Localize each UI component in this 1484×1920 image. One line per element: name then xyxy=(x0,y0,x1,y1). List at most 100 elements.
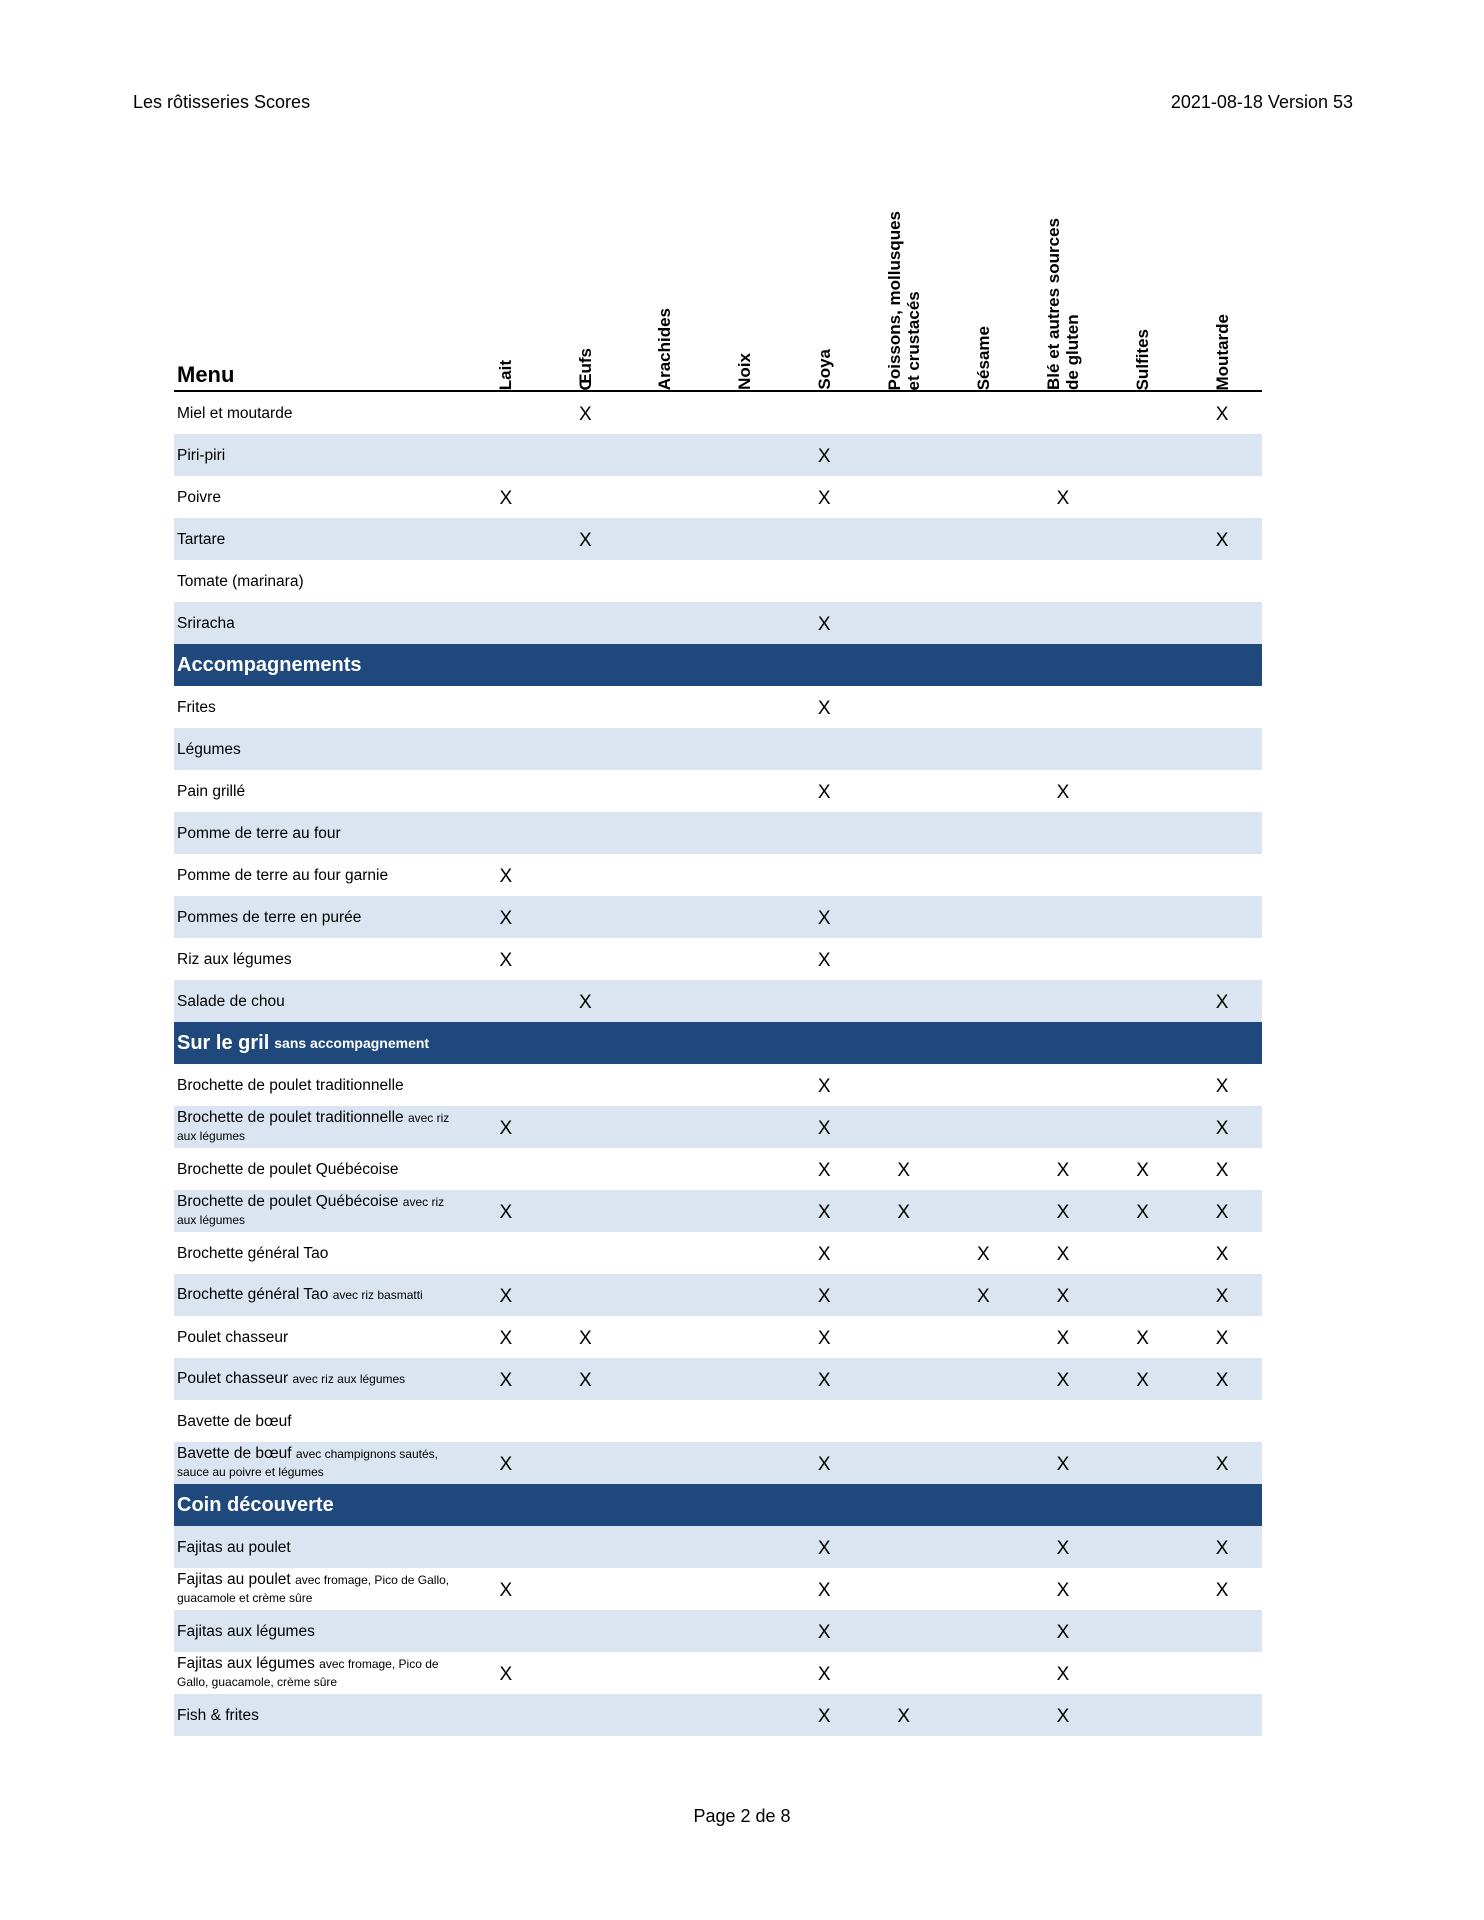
allergen-mark xyxy=(864,705,944,709)
allergen-mark xyxy=(466,999,546,1003)
allergen-mark xyxy=(466,1167,546,1171)
allergen-mark xyxy=(625,579,705,583)
allergen-mark xyxy=(1023,1419,1103,1423)
allergen-mark: X xyxy=(1056,1202,1070,1223)
allergen-column-header: Sésame xyxy=(944,180,1024,390)
allergen-mark xyxy=(705,873,785,877)
menu-item-name: Tartare xyxy=(174,531,466,548)
allergen-mark xyxy=(864,1629,944,1633)
allergen-mark xyxy=(705,915,785,919)
allergen-mark xyxy=(864,1293,944,1297)
menu-item-name: Brochette de poulet Québécoise xyxy=(174,1161,466,1178)
menu-item-title: Tomate (marinara) xyxy=(177,572,304,590)
allergen-mark xyxy=(1182,1629,1262,1633)
allergen-mark xyxy=(546,579,626,583)
allergen-mark xyxy=(625,747,705,751)
allergen-mark xyxy=(625,495,705,499)
allergen-mark xyxy=(705,1335,785,1339)
allergen-mark xyxy=(546,1209,626,1213)
allergen-mark xyxy=(625,1335,705,1339)
allergen-mark: X xyxy=(977,1244,990,1265)
allergen-mark xyxy=(864,1671,944,1675)
allergen-mark xyxy=(705,579,785,583)
allergen-mark xyxy=(625,1083,705,1087)
allergen-mark xyxy=(1103,1587,1183,1591)
allergen-mark xyxy=(864,1125,944,1129)
allergen-mark: X xyxy=(579,530,592,551)
table-row: Fajitas au poulet X X X xyxy=(174,1526,1262,1568)
allergen-mark xyxy=(705,1461,785,1465)
menu-item-name: Sriracha xyxy=(174,615,466,632)
allergen-mark: X xyxy=(1215,1580,1229,1601)
allergen-mark xyxy=(864,495,944,499)
allergen-mark xyxy=(1103,915,1183,919)
menu-item-title: Riz aux légumes xyxy=(177,950,292,968)
table-row: Piri-piri X xyxy=(174,434,1262,476)
menu-item-name: Riz aux légumes xyxy=(174,951,466,968)
allergen-mark xyxy=(1023,453,1103,457)
allergen-mark xyxy=(546,1167,626,1171)
allergen-mark xyxy=(705,1671,785,1675)
allergen-mark xyxy=(864,537,944,541)
menu-item-name: Brochette de poulet traditionnelle avec … xyxy=(174,1109,466,1145)
allergen-mark xyxy=(1103,831,1183,835)
allergen-mark xyxy=(1182,579,1262,583)
table-row: Pommes de terre en purée X X xyxy=(174,896,1262,938)
allergen-mark xyxy=(705,789,785,793)
allergen-mark xyxy=(546,1251,626,1255)
menu-item-name: Fajitas aux légumes xyxy=(174,1623,466,1640)
allergen-mark xyxy=(944,1461,1024,1465)
allergen-mark xyxy=(705,1209,785,1213)
menu-item-title: Bavette de bœuf xyxy=(177,1445,292,1462)
allergen-mark xyxy=(1103,1125,1183,1129)
allergen-mark xyxy=(944,957,1024,961)
allergen-column-label: Œufs xyxy=(575,347,595,391)
allergen-mark: X xyxy=(499,866,513,887)
allergen-mark: X xyxy=(499,1286,513,1307)
allergen-mark xyxy=(944,1545,1024,1549)
allergen-mark xyxy=(466,411,546,415)
allergen-mark: X xyxy=(1215,404,1229,425)
menu-item-name: Poulet chasseur avec riz aux légumes xyxy=(174,1370,466,1388)
table-row: Poulet chasseur avec riz aux légumes X X X X… xyxy=(174,1358,1262,1400)
allergen-mark xyxy=(546,1293,626,1297)
menu-item-title: Brochette général Tao xyxy=(177,1286,329,1303)
section-title: Accompagnements xyxy=(177,653,362,676)
allergen-mark xyxy=(625,705,705,709)
table-row: Salade de chou X X xyxy=(174,980,1262,1022)
allergen-mark: X xyxy=(817,1286,831,1307)
allergen-mark: X xyxy=(1215,1160,1229,1181)
allergen-mark xyxy=(1023,957,1103,961)
allergen-mark xyxy=(625,1251,705,1255)
allergen-mark xyxy=(864,453,944,457)
allergen-mark xyxy=(625,957,705,961)
menu-item-title: Fajitas aux légumes xyxy=(177,1622,315,1640)
allergen-mark: X xyxy=(817,1370,831,1391)
allergen-mark xyxy=(546,495,626,499)
allergen-mark: X xyxy=(1215,1076,1229,1097)
allergen-column-header: Œufs xyxy=(546,180,626,391)
allergen-mark xyxy=(1023,1125,1103,1129)
allergen-mark: X xyxy=(1056,782,1070,803)
allergen-mark xyxy=(1023,999,1103,1003)
allergen-mark: X xyxy=(1056,1160,1070,1181)
allergen-column-label: Sulfites xyxy=(1133,328,1153,390)
allergen-mark: X xyxy=(817,614,831,635)
allergen-mark xyxy=(705,1713,785,1717)
allergen-mark: X xyxy=(1215,1538,1229,1559)
allergen-mark xyxy=(864,1377,944,1381)
menu-item-name: Brochette de poulet Québécoise avec riz … xyxy=(174,1193,466,1229)
allergen-mark xyxy=(1182,957,1262,961)
allergen-mark xyxy=(546,453,626,457)
menu-item-title: Pain grillé xyxy=(177,782,246,800)
menu-item-name: Bavette de bœuf avec champignons sautés,… xyxy=(174,1445,466,1481)
allergen-mark xyxy=(625,1671,705,1675)
allergen-mark: X xyxy=(1056,1454,1070,1475)
allergen-mark: X xyxy=(817,698,831,719)
allergen-mark xyxy=(1182,831,1262,835)
allergen-mark xyxy=(466,705,546,709)
allergen-mark: X xyxy=(579,992,592,1013)
allergen-mark xyxy=(1103,495,1183,499)
allergen-mark xyxy=(466,1629,546,1633)
allergen-mark xyxy=(625,621,705,625)
